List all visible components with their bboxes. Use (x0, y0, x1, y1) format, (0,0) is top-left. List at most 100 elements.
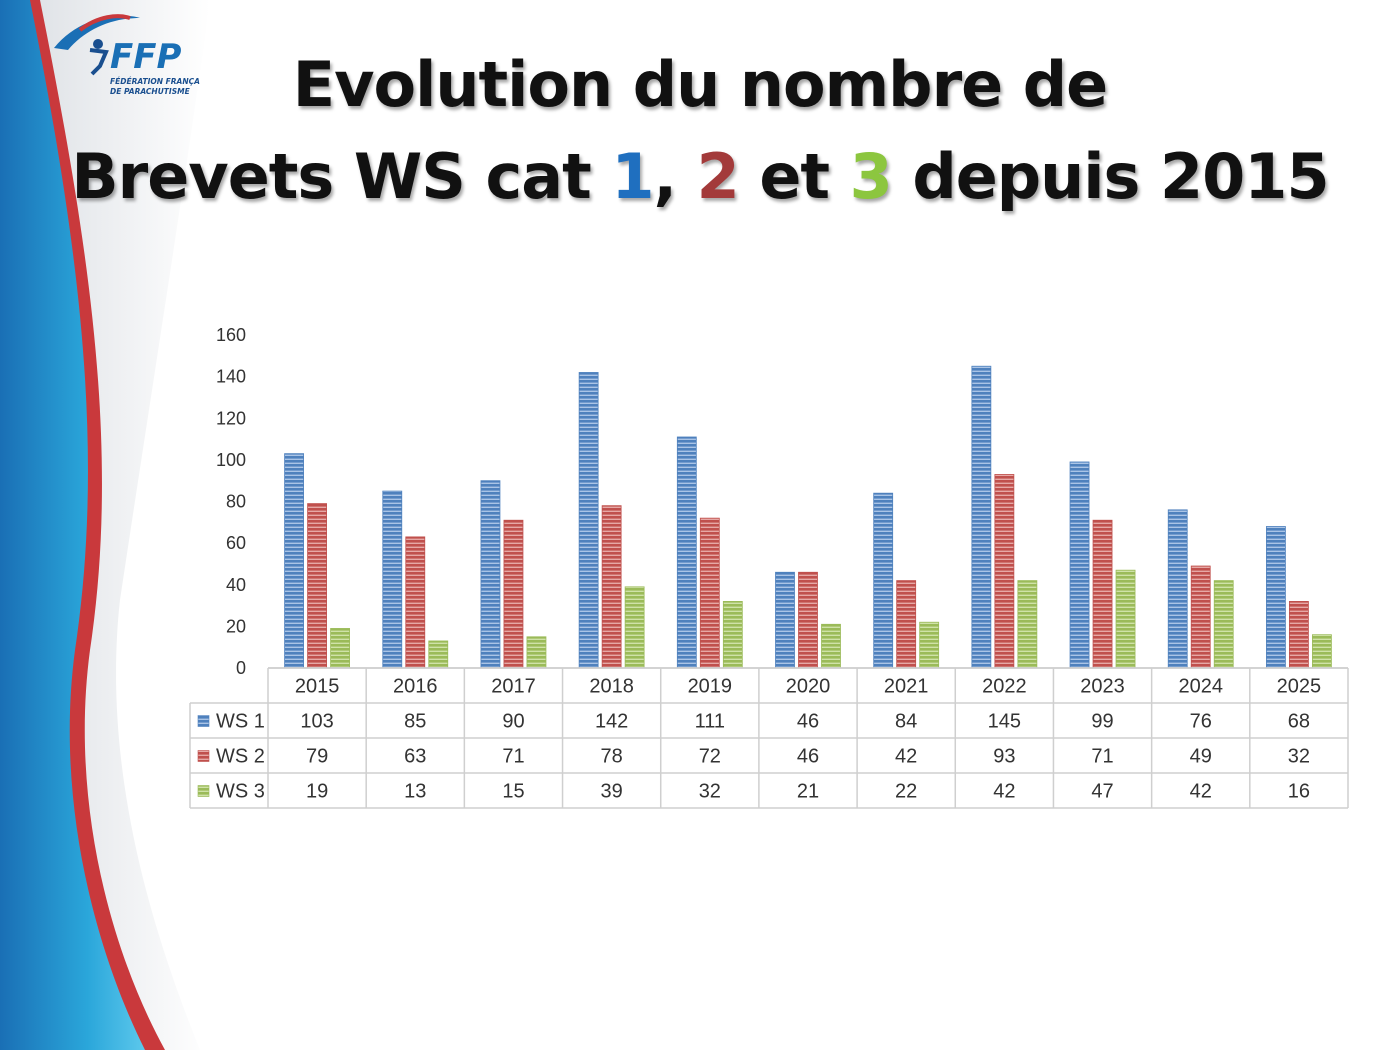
bar-ws1-2023 (1069, 461, 1090, 669)
x-tick-label: 2018 (589, 676, 634, 698)
data-label: 22 (895, 781, 917, 803)
slide-title-line2: Brevets WS cat 1, 2 et 3 depuis 2015 (0, 140, 1400, 213)
bar-ws2-2023 (1092, 519, 1113, 669)
title-cat-3: 3 (849, 140, 893, 213)
svg-text:DE PARACHUTISME: DE PARACHUTISME (110, 87, 191, 96)
bar-ws2-2020 (798, 571, 818, 669)
bar-ws2-2018 (601, 505, 622, 669)
bar-ws1-2015 (284, 453, 304, 669)
data-label: 79 (306, 746, 328, 768)
x-tick-label: 2024 (1178, 676, 1223, 698)
y-tick-label: 40 (226, 575, 246, 595)
data-label: 16 (1288, 781, 1310, 803)
title-text-suffix: depuis 2015 (891, 140, 1329, 213)
bar-ws3-2015 (330, 628, 350, 669)
bar-ws2-2017 (503, 519, 524, 669)
data-label: 32 (699, 781, 721, 803)
data-label: 90 (502, 711, 524, 733)
data-label: 103 (300, 711, 333, 733)
data-label: 84 (895, 711, 917, 733)
data-label: 19 (306, 781, 328, 803)
x-tick-label: 2022 (982, 676, 1027, 698)
data-label: 76 (1190, 711, 1212, 733)
x-tick-label: 2017 (491, 676, 536, 698)
y-tick-label: 100 (216, 450, 246, 470)
bar-ws1-2024 (1167, 509, 1188, 669)
legend-key-ws2 (197, 750, 210, 762)
bar-ws1-2022 (971, 365, 992, 669)
data-label: 42 (993, 781, 1015, 803)
bar-ws1-2019 (676, 436, 697, 669)
title-separator-1: , (653, 140, 697, 213)
title-separator-2: et (738, 140, 850, 213)
data-label: 145 (988, 711, 1021, 733)
svg-text:FÉDÉRATION FRANÇAISE: FÉDÉRATION FRANÇAISE (110, 77, 200, 86)
legend-label: WS 3 (216, 781, 265, 803)
title-cat-2: 2 (696, 140, 740, 213)
x-tick-label: 2021 (884, 676, 929, 698)
data-label: 32 (1288, 746, 1310, 768)
data-label: 71 (502, 746, 524, 768)
bar-ws3-2016 (428, 640, 449, 669)
title-cat-1: 1 (611, 140, 654, 213)
data-label: 47 (1091, 781, 1113, 803)
bar-ws1-2016 (382, 490, 403, 669)
bar-ws3-2025 (1312, 634, 1332, 669)
bar-ws2-2015 (307, 503, 327, 669)
bar-ws1-2021 (873, 492, 894, 669)
bar-ws2-2016 (405, 536, 426, 669)
bar-ws1-2017 (480, 480, 501, 669)
title-text-prefix: Brevets WS cat (71, 140, 612, 213)
ffp-logo: FFP FÉDÉRATION FRANÇAISE DE PARACHUTISME (54, 14, 200, 96)
data-label: 42 (895, 746, 917, 768)
bar-ws2-2022 (994, 474, 1015, 669)
data-label: 111 (695, 711, 725, 733)
x-tick-label: 2019 (688, 676, 733, 698)
data-label: 142 (595, 711, 628, 733)
y-tick-label: 120 (216, 408, 246, 428)
bar-ws3-2024 (1213, 580, 1234, 669)
bar-ws2-2019 (699, 517, 720, 669)
bar-ws2-2025 (1289, 600, 1309, 669)
data-label: 99 (1091, 711, 1113, 733)
y-tick-label: 0 (236, 658, 246, 678)
bar-ws1-2025 (1266, 526, 1286, 669)
y-tick-label: 140 (216, 367, 246, 387)
data-label: 85 (404, 711, 426, 733)
y-tick-label: 80 (226, 492, 246, 512)
bar-ws3-2019 (722, 600, 743, 669)
bar-chart: 0 20 40 60 80 100 120 140 160 2015 2016 2017 2018 20… (189, 325, 1349, 809)
bar-ws2-2024 (1190, 565, 1211, 669)
data-label: 68 (1288, 711, 1310, 733)
x-tick-label: 2016 (393, 676, 438, 698)
data-label: 78 (601, 746, 623, 768)
chart-bars (284, 365, 1332, 669)
data-label: 39 (601, 781, 623, 803)
x-tick-label: 2015 (295, 676, 340, 698)
data-label: 46 (797, 746, 819, 768)
x-tick-label: 2023 (1080, 676, 1125, 698)
bar-ws3-2023 (1115, 569, 1136, 669)
x-tick-label: 2025 (1277, 676, 1322, 698)
data-table: 2015 2016 2017 2018 2019 2020 2021 2022 2023 2024… (189, 667, 1349, 809)
data-label: 72 (699, 746, 721, 768)
legend-key-ws3 (197, 785, 210, 797)
data-label: 46 (797, 711, 819, 733)
svg-text:FFP: FFP (110, 37, 181, 77)
slide-title-line1: Evolution du nombre de (292, 48, 1108, 121)
bar-ws3-2021 (919, 621, 940, 669)
bar-ws1-2020 (775, 571, 795, 669)
bar-ws2-2021 (896, 580, 917, 669)
y-tick-label: 160 (216, 325, 246, 345)
data-label: 71 (1091, 746, 1113, 768)
data-label: 15 (502, 781, 524, 803)
bar-ws1-2018 (578, 372, 599, 669)
data-label: 63 (404, 746, 426, 768)
data-label: 42 (1190, 781, 1212, 803)
bar-ws3-2018 (624, 586, 645, 669)
y-tick-label: 20 (226, 616, 246, 636)
bar-ws3-2017 (526, 636, 547, 669)
data-label: 93 (993, 746, 1015, 768)
y-tick-label: 60 (226, 533, 246, 553)
